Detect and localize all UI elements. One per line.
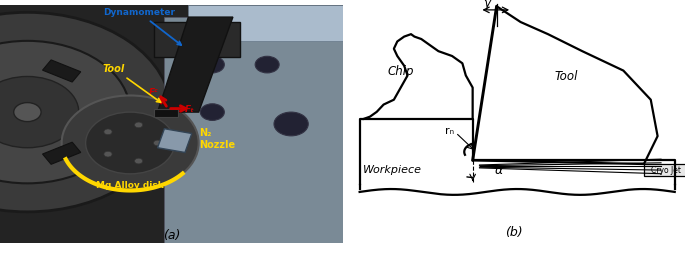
Bar xyxy=(154,109,178,117)
Circle shape xyxy=(62,96,199,191)
Text: γ: γ xyxy=(483,0,490,10)
Text: (a): (a) xyxy=(162,229,180,242)
Text: Tool: Tool xyxy=(103,64,160,102)
Text: Dynamometer: Dynamometer xyxy=(103,8,181,45)
Circle shape xyxy=(0,12,171,212)
Circle shape xyxy=(134,158,142,164)
Circle shape xyxy=(153,140,162,146)
Bar xyxy=(164,17,342,243)
Polygon shape xyxy=(158,129,192,152)
Circle shape xyxy=(0,76,79,148)
Text: Cryo Jet: Cryo Jet xyxy=(651,166,681,175)
Text: Fₜ: Fₜ xyxy=(185,105,195,114)
Circle shape xyxy=(274,112,308,136)
Circle shape xyxy=(14,103,41,122)
Bar xyxy=(154,22,240,57)
Bar xyxy=(42,60,81,82)
FancyBboxPatch shape xyxy=(644,164,685,176)
Circle shape xyxy=(200,104,225,120)
Circle shape xyxy=(0,41,130,183)
Text: Chip: Chip xyxy=(387,66,414,78)
Circle shape xyxy=(255,56,279,73)
Text: Tool: Tool xyxy=(555,70,578,83)
Text: rₙ: rₙ xyxy=(445,126,454,136)
Bar xyxy=(42,142,81,164)
Circle shape xyxy=(86,112,175,174)
Bar xyxy=(188,5,342,41)
Text: Nozzle: Nozzle xyxy=(199,140,235,150)
Circle shape xyxy=(200,56,225,73)
Text: (b): (b) xyxy=(505,226,523,239)
Circle shape xyxy=(104,129,112,135)
Text: α: α xyxy=(495,164,503,177)
Text: Fᶜ: Fᶜ xyxy=(149,88,159,97)
Text: Workpiece: Workpiece xyxy=(363,164,422,175)
Circle shape xyxy=(134,122,142,128)
Text: N₂: N₂ xyxy=(199,128,211,138)
Polygon shape xyxy=(158,17,233,112)
Text: Mg Alloy disk: Mg Alloy disk xyxy=(96,181,164,190)
Circle shape xyxy=(104,151,112,157)
